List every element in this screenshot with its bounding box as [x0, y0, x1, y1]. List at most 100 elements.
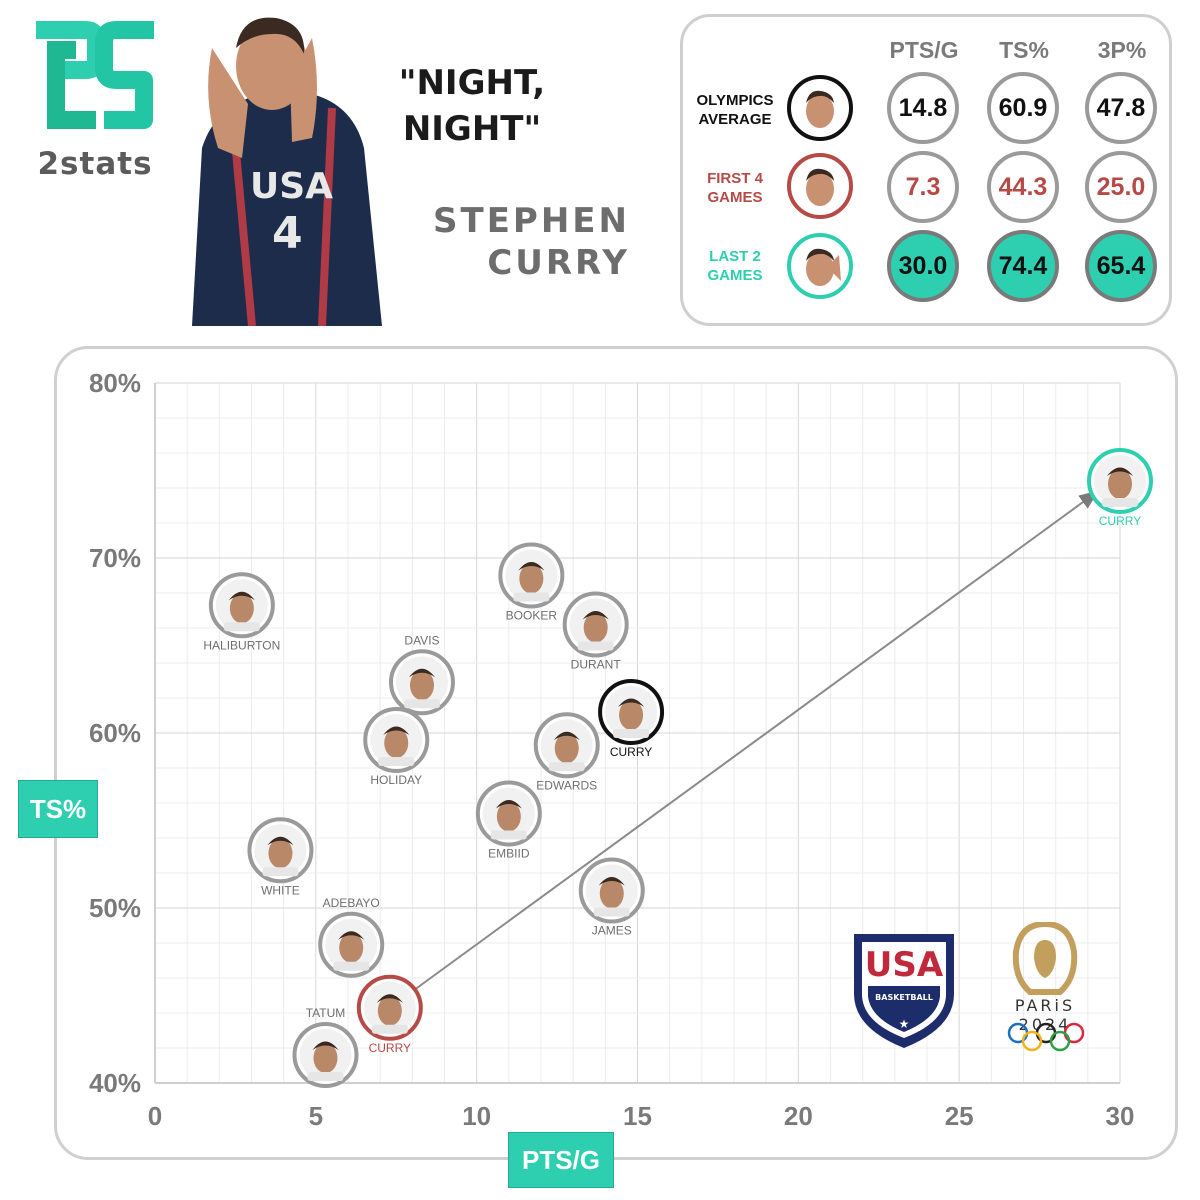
stat-first4-pts: 7.3	[887, 151, 959, 223]
player-shirt-icon	[513, 592, 550, 602]
player-shirt-icon	[548, 762, 585, 772]
player-shirt-icon	[223, 622, 260, 632]
player-point: EDWARDS	[533, 712, 600, 792]
player-shirt-icon	[403, 699, 440, 709]
player-label: ADEBAYO	[323, 896, 380, 910]
usa-logo-subtext: BASKETBALL	[875, 993, 933, 1002]
x-tick-label: 20	[784, 1101, 813, 1131]
player-hair-icon	[267, 836, 294, 846]
progression-arrow	[389, 490, 1100, 1009]
player-point: ADEBAYO	[318, 896, 385, 978]
quote: "NIGHT, NIGHT"	[352, 60, 592, 152]
avatar	[787, 75, 853, 141]
player-label: HALIBURTON	[203, 638, 280, 652]
face-icon	[806, 168, 834, 206]
olympic-rings-icon	[1007, 1022, 1085, 1052]
player-point: HOLIDAY	[363, 707, 430, 787]
player-face-icon	[377, 995, 402, 1026]
player-hair-icon	[338, 931, 365, 940]
y-tick-label: 60%	[89, 718, 141, 748]
player-label: JAMES	[592, 924, 632, 938]
usa-basketball-logo: USA BASKETBALL ★	[854, 934, 954, 1048]
quote-line-2: NIGHT"	[402, 109, 542, 149]
player-shirt-icon	[613, 729, 650, 738]
y-axis-label: TS%	[18, 780, 98, 838]
player-face-icon	[229, 593, 254, 624]
player-hair-icon	[518, 562, 545, 571]
face-icon	[806, 90, 834, 128]
player-label: DURANT	[571, 658, 622, 672]
player-point: JAMES	[578, 857, 645, 938]
player-shirt-icon	[577, 641, 614, 651]
player-hair-icon	[408, 668, 435, 678]
player-label: HOLIDAY	[370, 773, 422, 787]
player-point: DURANT	[562, 591, 629, 672]
row-label-olympics-average: OLYMPICS AVERAGE	[685, 91, 785, 129]
player-name: STEPHEN CURRY	[400, 200, 630, 284]
player-point: BOOKER	[498, 542, 565, 623]
player-hair-icon	[495, 800, 522, 809]
paris-emblem-icon	[1012, 920, 1078, 995]
player-hair-icon	[618, 698, 645, 707]
stats-card: PTS/G TS% 3P% OLYMPICS AVERAGE 14.8 60.9…	[680, 14, 1172, 326]
y-tick-label: 40%	[89, 1068, 141, 1098]
row-label-line: AVERAGE	[698, 111, 772, 128]
stat-first4-3p: 25.0	[1085, 151, 1157, 223]
player-hair-icon	[383, 726, 410, 735]
stat-last2-pts: 30.0	[887, 230, 959, 302]
x-axis-label: PTS/G	[508, 1132, 614, 1188]
player-face-icon	[409, 670, 434, 701]
stat-last2-3p: 65.4	[1085, 230, 1157, 302]
player-shirt-icon	[593, 907, 630, 917]
player-point: TATUM	[292, 1006, 359, 1088]
player-last-name: CURRY	[487, 243, 630, 283]
column-header-pts: PTS/G	[889, 37, 959, 63]
svg-text:4: 4	[272, 208, 303, 259]
player-face-icon	[384, 728, 409, 758]
player-point: CURRY	[356, 974, 423, 1055]
face-icon	[806, 248, 841, 286]
player-shirt-icon	[307, 1072, 344, 1081]
avatar	[787, 153, 853, 219]
player-photo: USA 4	[192, 17, 382, 326]
svg-text:★: ★	[899, 1017, 910, 1031]
brand-logo: 2stats	[30, 20, 160, 182]
row-label-line: FIRST 4	[707, 170, 763, 187]
column-header-3p: 3P%	[1097, 37, 1147, 63]
stat-first4-ts: 44.3	[987, 151, 1059, 223]
y-tick-label: 80%	[89, 368, 141, 398]
player-label: DAVIS	[404, 633, 439, 647]
player-label: CURRY	[369, 1041, 411, 1055]
player-point: HALIBURTON	[203, 572, 280, 652]
x-tick-label: 15	[623, 1101, 652, 1131]
player-label: CURRY	[1099, 514, 1141, 528]
row-label-line: LAST 2	[709, 248, 761, 265]
player-point: DAVIS	[388, 633, 455, 716]
x-tick-label: 0	[148, 1101, 162, 1131]
player-hair-icon	[598, 877, 625, 886]
player-label: WHITE	[261, 883, 300, 897]
brand-name: 2stats	[37, 146, 153, 182]
svg-text:USA: USA	[250, 166, 333, 207]
row-label-first-4-games: FIRST 4 GAMES	[685, 169, 785, 207]
row-label-line: OLYMPICS	[696, 92, 774, 109]
player-face-icon	[339, 932, 364, 963]
player-shirt-icon	[333, 961, 370, 971]
stat-last2-ts: 74.4	[987, 230, 1059, 302]
chart-card	[54, 346, 1178, 1160]
player-face-icon	[619, 700, 644, 730]
row-label-line: GAMES	[707, 189, 763, 206]
player-hair-icon	[228, 591, 255, 601]
player-face-icon	[268, 838, 293, 869]
paris-2024-logo: PARiS 2024	[990, 920, 1100, 1052]
player-face-icon	[1108, 469, 1132, 499]
player-label: BOOKER	[506, 609, 558, 623]
player-hair-icon	[312, 1041, 339, 1050]
avatar	[787, 233, 853, 299]
x-tick-label: 25	[945, 1101, 974, 1131]
player-shirt-icon	[262, 867, 299, 877]
x-tick-label: 30	[1106, 1101, 1135, 1131]
player-point: CURRY	[1087, 448, 1153, 528]
x-tick-label: 10	[462, 1101, 491, 1131]
